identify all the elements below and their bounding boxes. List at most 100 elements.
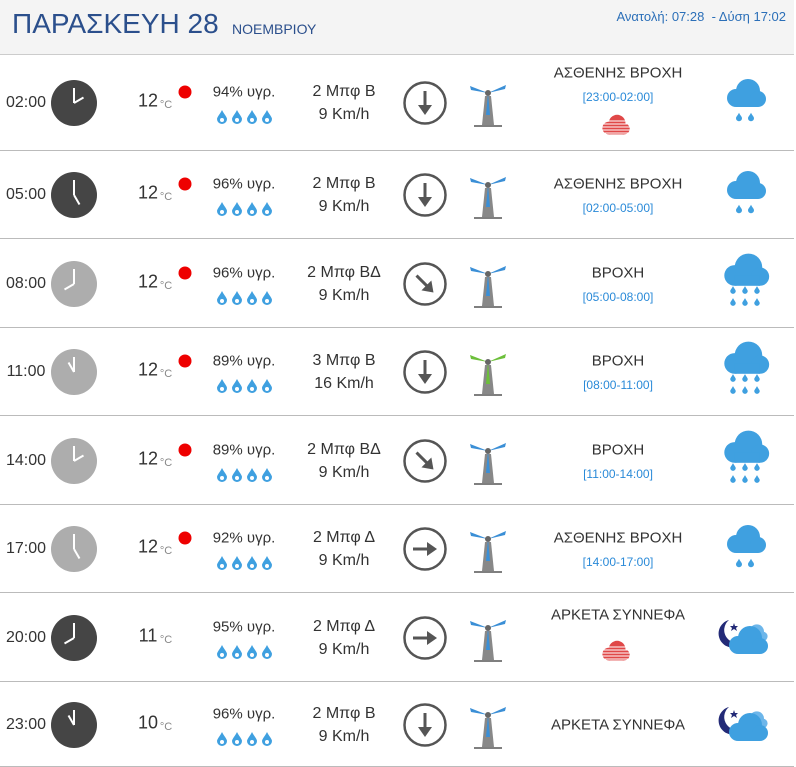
wind-turbine-part bbox=[470, 177, 506, 207]
wind-turbine-part bbox=[488, 619, 506, 628]
wind-turbine-part bbox=[488, 354, 506, 362]
month: ΝΟΕΜΒΡΙΟΥ bbox=[232, 21, 317, 37]
wind-turbine-part bbox=[470, 531, 506, 561]
weather-icon-part bbox=[754, 386, 760, 394]
wind-direction-part bbox=[427, 542, 437, 556]
humidity-drops-part bbox=[262, 644, 272, 659]
wind-direction-part bbox=[421, 456, 434, 469]
humidity: 95% υγρ. bbox=[212, 618, 276, 635]
weather-icon-part bbox=[734, 451, 760, 463]
condition: ΑΡΚΕΤΑ ΣΥΝΝΕΦΑ bbox=[551, 606, 685, 623]
humidity-drops-part bbox=[250, 564, 254, 568]
weather-icon-part bbox=[736, 558, 742, 568]
wind-direction-part bbox=[421, 279, 434, 292]
wind-speed: 16 Km/h bbox=[314, 375, 374, 392]
wind-direction-part bbox=[418, 374, 432, 384]
clock bbox=[51, 260, 97, 307]
humidity-drops-part bbox=[262, 556, 272, 570]
rain-indicator-part bbox=[178, 354, 192, 368]
weather-icon bbox=[724, 253, 770, 306]
humidity-drops-part bbox=[265, 210, 269, 214]
rain-indicator bbox=[178, 85, 192, 98]
humidity-drops-part bbox=[250, 387, 254, 391]
humidity-drops-part bbox=[265, 298, 269, 303]
forecast-row bbox=[0, 239, 794, 328]
forecast-row bbox=[0, 328, 794, 416]
weather-icon bbox=[724, 430, 770, 483]
humidity-drops-part bbox=[247, 731, 257, 746]
humidity-drops-part bbox=[262, 109, 272, 124]
humidity: 94% υγρ. bbox=[212, 83, 276, 100]
temperature: 12 bbox=[137, 536, 159, 557]
weather-icon-part bbox=[738, 644, 760, 654]
humidity-drops-part bbox=[247, 467, 257, 482]
rain-indicator-part bbox=[178, 85, 192, 98]
wind-direction-part bbox=[403, 80, 447, 125]
wind-speed: 9 Km/h bbox=[318, 463, 370, 481]
humidity-drops-part bbox=[217, 467, 227, 482]
clock bbox=[51, 79, 97, 126]
humidity-drops bbox=[217, 290, 272, 305]
wind-direction-part bbox=[418, 726, 432, 737]
humidity-drops-part bbox=[220, 298, 224, 303]
humidity-drops-part bbox=[232, 290, 242, 305]
weather-icon-part bbox=[738, 731, 760, 741]
alert-cloud-part bbox=[602, 114, 630, 134]
wind-turbine-part bbox=[470, 620, 488, 628]
wind-direction-part bbox=[403, 615, 447, 660]
wind-speed: 9 Km/h bbox=[318, 640, 370, 658]
wind-direction bbox=[403, 527, 447, 571]
weather-icon-part bbox=[748, 204, 754, 214]
temperature-unit: °C bbox=[159, 456, 173, 469]
rain-indicator bbox=[178, 266, 192, 279]
humidity-drops-part bbox=[217, 644, 227, 659]
wind-turbine-part bbox=[470, 619, 506, 650]
wind-turbine-part bbox=[470, 265, 506, 296]
humidity-drops-part bbox=[232, 379, 242, 393]
period: [02:00-05:00] bbox=[582, 201, 654, 215]
wind-direction bbox=[403, 438, 447, 483]
humidity-drops-part bbox=[235, 739, 239, 744]
weather-icon-part bbox=[742, 386, 748, 394]
humidity-drops-part bbox=[232, 202, 242, 216]
temperature: 12 bbox=[137, 448, 159, 468]
clock bbox=[51, 701, 97, 748]
temperature: 12 bbox=[137, 359, 159, 380]
humidity-drops-part bbox=[217, 556, 227, 570]
wind-turbine bbox=[470, 265, 506, 308]
wind-direction-part bbox=[403, 350, 447, 394]
humidity-drops-part bbox=[247, 379, 257, 393]
rain-indicator-part bbox=[178, 531, 192, 545]
weather-icon bbox=[727, 525, 766, 568]
humidity-drops-part bbox=[217, 290, 227, 305]
weather-icon-part bbox=[736, 97, 758, 107]
wind-turbine-part bbox=[470, 266, 488, 274]
weather-icon-part bbox=[727, 171, 766, 199]
humidity: 89% υγρ. bbox=[212, 352, 276, 370]
wind-turbine bbox=[470, 619, 506, 662]
humidity-drops-part bbox=[247, 644, 257, 659]
humidity-drops-part bbox=[247, 109, 257, 124]
humidity-drops-part bbox=[262, 290, 272, 305]
clock-part bbox=[73, 96, 85, 104]
weather-icon-part bbox=[729, 712, 768, 741]
rain-indicator-part bbox=[178, 266, 192, 279]
wind-turbine-part bbox=[470, 532, 488, 539]
wind-turbine-part bbox=[485, 89, 491, 96]
humidity-drops-part bbox=[235, 652, 239, 657]
temperature-unit: °C bbox=[159, 545, 173, 557]
humidity-drops-part bbox=[220, 739, 224, 744]
condition: ΒΡΟΧΗ bbox=[591, 352, 645, 370]
weather-icon-part bbox=[754, 462, 760, 471]
wind-force: 2 Μπφ Β bbox=[312, 175, 376, 192]
wind-turbine-part bbox=[486, 273, 490, 296]
time: 23:00 bbox=[5, 715, 47, 733]
time: 20:00 bbox=[5, 628, 47, 646]
condition: ΑΣΘΕΝΗΣ ΒΡΟΧΗ bbox=[553, 529, 683, 547]
wind-turbine-part bbox=[485, 711, 491, 718]
wind-turbine bbox=[470, 531, 506, 573]
wind-direction-part bbox=[418, 197, 432, 207]
wind-direction-part bbox=[415, 450, 429, 465]
clock-part bbox=[63, 282, 75, 290]
condition: ΒΡΟΧΗ bbox=[591, 264, 645, 281]
